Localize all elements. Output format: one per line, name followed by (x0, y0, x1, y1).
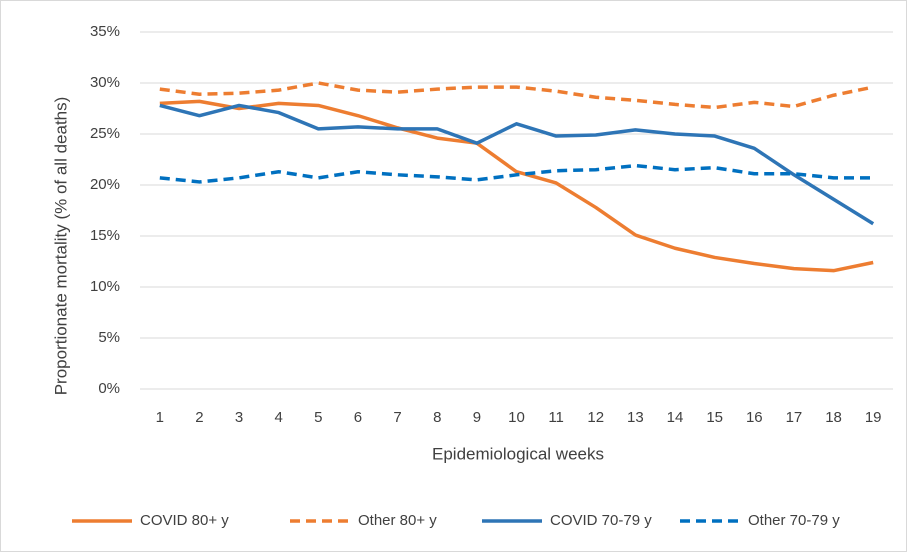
x-tick-label: 13 (627, 409, 644, 426)
y-tick-label: 20% (90, 176, 120, 193)
line-series (159, 163, 874, 184)
x-tick-label: 3 (235, 409, 243, 426)
y-tick-label: 30% (90, 74, 120, 91)
x-tick-label: 6 (354, 409, 362, 426)
x-tick-label: 4 (275, 409, 283, 426)
legend-label: COVID 70-79 y (550, 512, 652, 529)
x-tick-label: 19 (865, 409, 882, 426)
y-tick-label: 0% (98, 380, 120, 397)
line-series (159, 99, 874, 273)
line-series (159, 81, 874, 110)
x-tick-label: 12 (587, 409, 604, 426)
y-tick-label: 25% (90, 125, 120, 142)
x-tick-label: 7 (393, 409, 401, 426)
legend-label: Other 80+ y (358, 512, 437, 529)
x-tick-label: 17 (786, 409, 803, 426)
y-tick-label: 10% (90, 278, 120, 295)
x-tick-label: 9 (473, 409, 481, 426)
x-tick-label: 14 (667, 409, 684, 426)
x-tick-label: 18 (825, 409, 842, 426)
x-tick-label: 16 (746, 409, 763, 426)
x-tick-label: 11 (548, 409, 564, 426)
y-tick-label: 5% (98, 329, 120, 346)
x-tick-label: 10 (508, 409, 525, 426)
x-tick-label: 5 (314, 409, 322, 426)
x-axis-title: Epidemiological weeks (432, 444, 604, 463)
x-tick-label: 8 (433, 409, 441, 426)
y-tick-label: 15% (90, 227, 120, 244)
x-tick-label: 15 (706, 409, 723, 426)
line-series (159, 103, 875, 226)
y-tick-label: 35% (90, 23, 120, 40)
x-tick-label: 2 (195, 409, 203, 426)
x-tick-label: 1 (156, 409, 164, 426)
legend-label: COVID 80+ y (140, 512, 229, 529)
legend-label: Other 70-79 y (748, 512, 840, 529)
y-axis-title: Proportionate mortality (% of all deaths… (51, 97, 70, 396)
